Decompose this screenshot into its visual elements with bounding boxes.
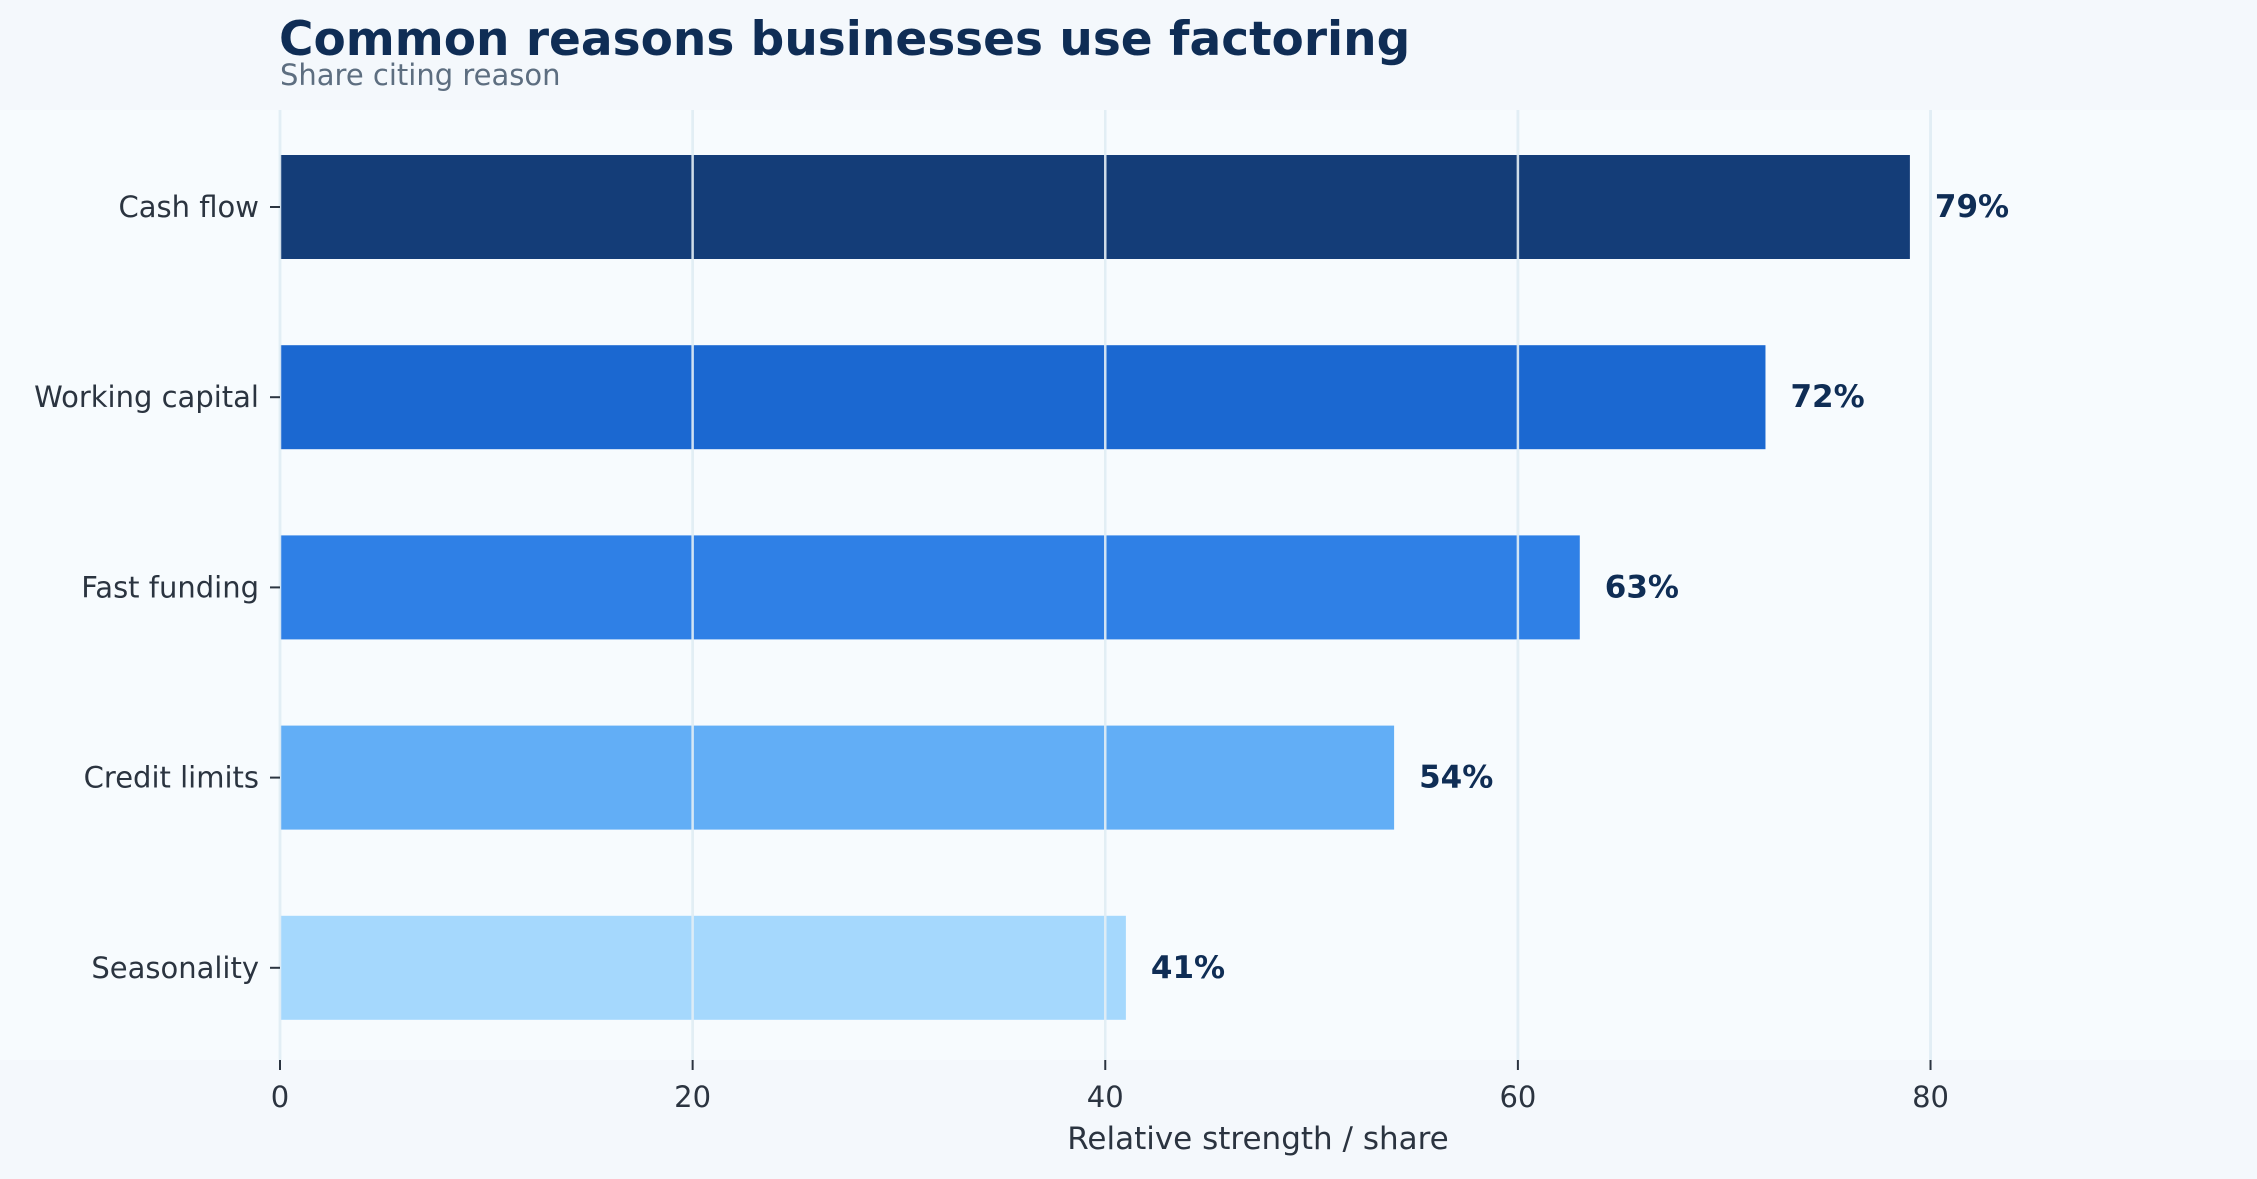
x-axis-label: Relative strength / share bbox=[1067, 1121, 1449, 1157]
category-label: Fast funding bbox=[81, 570, 259, 604]
x-tick-label: 20 bbox=[674, 1080, 711, 1114]
x-tick-label: 80 bbox=[1912, 1080, 1949, 1114]
value-label: 63% bbox=[1605, 569, 1679, 605]
label-layer: 0 20 40 60 80 Cash flow 79% Working capital 72% F… bbox=[34, 189, 2009, 1114]
gridline-overlay bbox=[278, 110, 1932, 1060]
value-label: 54% bbox=[1419, 760, 1493, 796]
value-label: 41% bbox=[1151, 950, 1225, 986]
x-tick-label: 60 bbox=[1499, 1080, 1536, 1114]
x-tick-label: 0 bbox=[271, 1080, 289, 1114]
bar bbox=[280, 535, 1580, 640]
category-label: Working capital bbox=[34, 380, 259, 414]
category-label: Cash flow bbox=[119, 190, 259, 224]
bar bbox=[280, 155, 1910, 259]
value-label: 79% bbox=[1935, 189, 2009, 225]
bar bbox=[280, 345, 1766, 450]
bar bbox=[280, 725, 1395, 830]
category-label: Credit limits bbox=[84, 761, 259, 795]
bar-layer bbox=[280, 155, 1910, 1020]
category-label: Seasonality bbox=[91, 951, 259, 985]
value-label: 72% bbox=[1790, 379, 1864, 415]
bar bbox=[280, 915, 1126, 1020]
x-tick-label: 40 bbox=[1087, 1080, 1124, 1114]
chart-title: Common reasons businesses use factoring bbox=[279, 12, 1411, 67]
chart-subtitle: Share citing reason bbox=[280, 58, 561, 92]
